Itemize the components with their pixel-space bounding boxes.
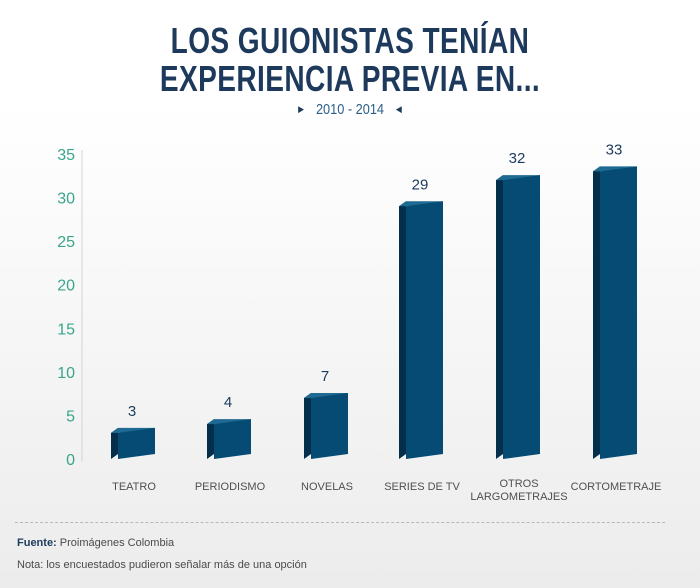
bar-side-face [304, 393, 311, 459]
bar-side-face [111, 427, 118, 459]
title-line-2: EXPERIENCIA PREVIA EN... [159, 58, 541, 99]
bar-value-label: 33 [606, 141, 623, 158]
chart-title: LOS GUIONISTAS TENÍAN EXPERIENCIA PREVIA… [77, 22, 623, 98]
y-tick-label: 10 [57, 365, 75, 382]
bar [503, 175, 540, 459]
bar-value-label: 29 [412, 176, 429, 193]
footer-divider [15, 522, 665, 523]
title-line-1: LOS GUIONISTAS TENÍAN [170, 20, 530, 61]
period-label: ▶ 2010 - 2014 ◀ [53, 101, 648, 118]
category-label: TEATRO [112, 481, 156, 493]
footnote: Nota: los encuestados pudieron señalar m… [17, 559, 307, 571]
bar [600, 166, 637, 459]
bar [214, 419, 251, 459]
bar [118, 427, 155, 459]
source-line: Fuente: Proimágenes Colombia [17, 537, 174, 549]
bar [406, 201, 443, 460]
bar-side-face [207, 419, 214, 459]
bar-value-label: 3 [128, 403, 136, 420]
bar-value-label: 7 [321, 368, 329, 385]
y-tick-label: 20 [57, 278, 75, 295]
bar-side-face [593, 166, 600, 459]
bar-value-label: 32 [509, 150, 526, 167]
y-tick-label: 5 [66, 408, 75, 425]
triangle-left-icon: ◀ [395, 104, 402, 114]
bar-side-face [399, 201, 406, 460]
y-tick-label: 35 [57, 147, 75, 164]
bar-side-face [496, 175, 503, 459]
source-text: Proimágenes Colombia [59, 537, 175, 549]
y-tick-label: 0 [66, 452, 75, 469]
source-label: Fuente: [17, 537, 57, 549]
triangle-right-icon: ▶ [298, 104, 305, 114]
bar-value-label: 4 [224, 394, 232, 411]
y-tick-label: 30 [57, 191, 75, 208]
bar [311, 393, 348, 459]
y-tick-label: 15 [57, 321, 75, 338]
category-label: OTROS LARGOMETRAJES [470, 478, 567, 503]
category-label: CORTOMETRAJE [571, 481, 662, 493]
category-label: SERIES DE TV [384, 481, 460, 493]
period-text: 2010 - 2014 [315, 101, 385, 118]
y-tick-label: 25 [57, 234, 75, 251]
category-label: NOVELAS [301, 481, 353, 493]
category-label: PERIODISMO [195, 481, 266, 493]
